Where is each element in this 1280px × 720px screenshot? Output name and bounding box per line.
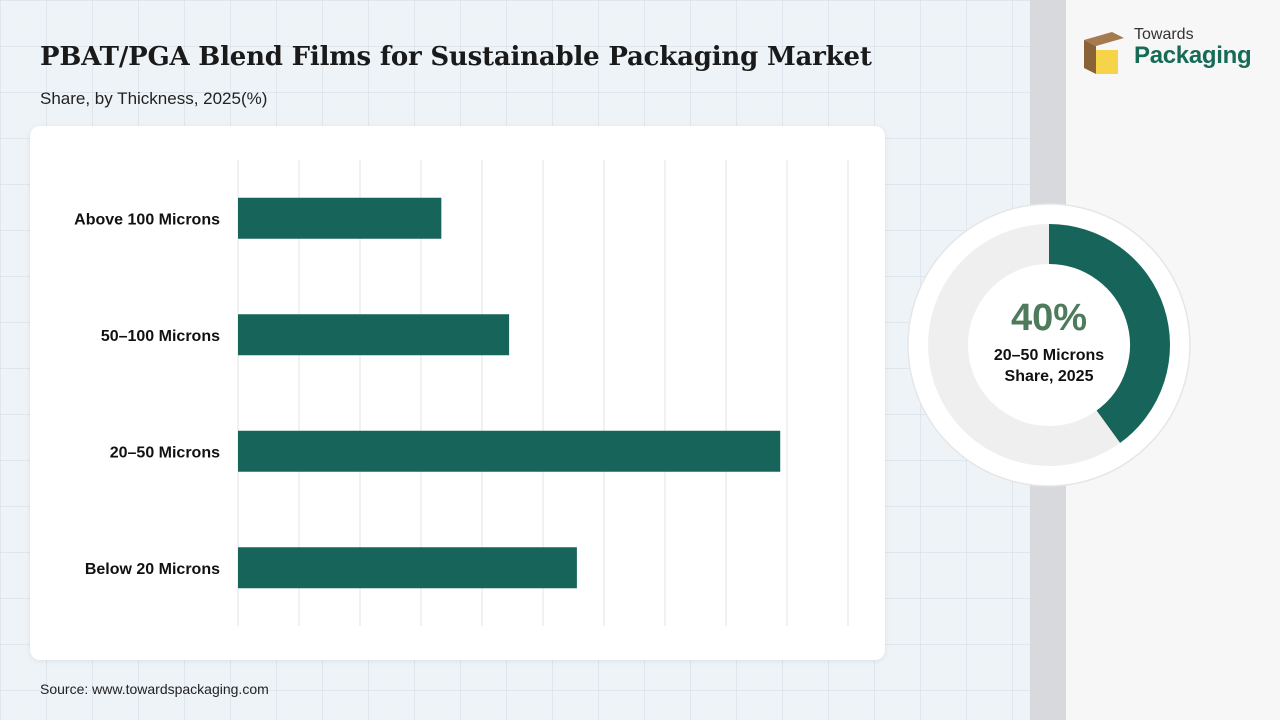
box-icon — [1084, 32, 1124, 74]
bar-2 — [238, 314, 510, 356]
donut-share-label: Share, 2025 — [1005, 368, 1094, 385]
bars — [238, 197, 781, 589]
page-title: PBAT/PGA Blend Films for Sustainable Pac… — [40, 42, 872, 72]
bar-4 — [238, 547, 577, 589]
donut-category-label: 20–50 Microns — [994, 347, 1104, 364]
category-label: 50–100 Microns — [101, 328, 220, 345]
source-note: Source: www.towardspackaging.com — [40, 681, 269, 697]
brand-logo: Towards Packaging — [1082, 26, 1262, 76]
page-subtitle: Share, by Thickness, 2025(%) — [40, 89, 268, 108]
bar-3 — [238, 430, 781, 472]
logo-text-towards: Towards — [1134, 26, 1194, 43]
bar-1 — [238, 197, 442, 239]
category-label: Above 100 Microns — [74, 211, 220, 228]
category-label: 20–50 Microns — [110, 444, 220, 461]
chart-card: Above 100 Microns 50–100 Microns 20–50 Mic… — [30, 126, 885, 660]
logo-text-packaging: Packaging — [1134, 42, 1252, 69]
donut-chart: 40% 20–50 Microns Share, 2025 — [907, 203, 1191, 487]
donut-value-label: 40% — [1011, 297, 1087, 339]
category-labels: Above 100 Microns 50–100 Microns 20–50 Mic… — [74, 211, 220, 578]
bar-chart: Above 100 Microns 50–100 Microns 20–50 Mic… — [74, 160, 849, 626]
donut-value-arc — [1048, 224, 1170, 443]
category-label: Below 20 Microns — [85, 561, 220, 578]
